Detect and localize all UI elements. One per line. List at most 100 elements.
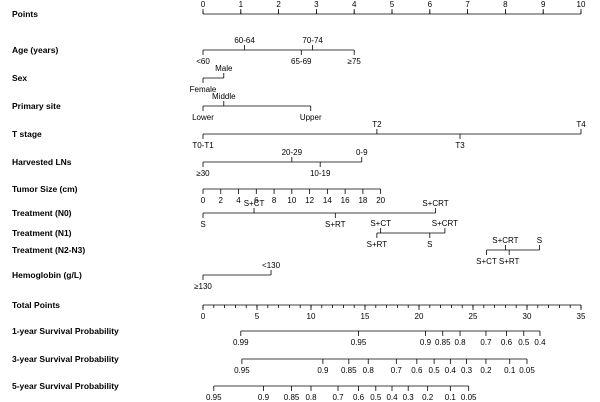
tick-label-0-4: 0.4 [386, 393, 398, 402]
tick-label-10-19: 10-19 [310, 169, 331, 178]
tick-label-0-85: 0.85 [284, 393, 300, 402]
tick-label-0-6: 0.6 [411, 366, 423, 375]
tick-label-8: 8 [272, 196, 277, 205]
tick-label-spluscrt: S+CRT [432, 219, 458, 228]
tick-label-5: 5 [390, 0, 395, 9]
row-treatment-n0: Treatment (N0) S S+CT S+RT S+CRT [12, 199, 449, 229]
row-primary-site: Primary site Lower Middle Upper [12, 92, 322, 122]
tick-label-0-2: 0.2 [422, 393, 434, 402]
tick-label-10: 10 [577, 0, 586, 9]
row-label-age-years: Age (years) [12, 45, 58, 55]
tick-label-0-9: 0.9 [258, 393, 270, 402]
tick-label-20: 20 [376, 196, 385, 205]
tick-label-ge75: ≥75 [348, 57, 362, 66]
tick-label-lt130: <130 [262, 261, 281, 270]
tick-label-0-5: 0.5 [429, 366, 441, 375]
tick-label-0-95: 0.95 [206, 393, 222, 402]
row-tumor-size-cm: Tumor Size (cm) 0 2 4 6 8 10 12 14 16 18 20 [12, 184, 386, 205]
tick-label-20-29: 20-29 [282, 148, 303, 157]
tick-label-0-5: 0.5 [370, 393, 382, 402]
tick-label-s: S [537, 236, 542, 245]
tick-label-0-2: 0.2 [480, 366, 492, 375]
tick-label-splusct: S+CT [244, 199, 265, 208]
tick-label-1: 1 [239, 0, 244, 9]
tick-label-2: 2 [219, 196, 224, 205]
tick-label-12: 12 [305, 196, 314, 205]
row-sex: Sex Female Male [12, 64, 233, 94]
tick-label-male: Male [215, 64, 233, 73]
tick-label-0: 0 [201, 312, 206, 321]
row-label-treatment-n1: Treatment (N1) [12, 228, 72, 238]
tick-label-5: 5 [255, 312, 260, 321]
row-treatment-n1: Treatment (N1) S+RT S+CT S S+CRT [12, 219, 458, 249]
tick-label-0-8: 0.8 [305, 393, 317, 402]
row-label-sex: Sex [12, 73, 27, 83]
tick-label-splusrt: S+RT [499, 257, 520, 266]
tick-label-t0-t1: T0-T1 [192, 141, 214, 150]
tick-label-6: 6 [428, 0, 433, 9]
tick-label-0-8: 0.8 [454, 338, 466, 347]
tick-label-2: 2 [276, 0, 281, 9]
tick-label-splusct: S+CT [476, 257, 497, 266]
tick-label-16: 16 [341, 196, 350, 205]
row-age-years: Age (years) <60 60-64 65-69 70-74 ≥75 [12, 36, 361, 66]
row-label-t-stage: T stage [12, 129, 42, 139]
tick-label-0-1: 0.1 [445, 393, 457, 402]
tick-label-splusrt: S+RT [367, 240, 388, 249]
row-label-total-points: Total Points [12, 300, 60, 310]
tick-label-15: 15 [361, 312, 370, 321]
tick-label-9: 9 [541, 0, 546, 9]
row-t-stage: T stage T0-T1 T2 T3 T4 [12, 120, 586, 150]
tick-label-s: S [427, 240, 432, 249]
tick-label-0-05: 0.05 [519, 366, 535, 375]
tick-label-6: 6 [254, 196, 259, 205]
tick-label-14: 14 [323, 196, 332, 205]
tick-label-0-99: 0.99 [233, 338, 249, 347]
tick-label-female: Female [190, 85, 217, 94]
row-label-points: Points [12, 9, 38, 19]
row-label-harvested-lns: Harvested LNs [12, 157, 72, 167]
row-label-hemoglobin-g-l: Hemoglobin (g/L) [12, 270, 82, 280]
tick-label-7: 7 [465, 0, 470, 9]
tick-label-0-4: 0.4 [534, 338, 546, 347]
row-5-year-survival-probability: 5-year Survival Probability 0.95 0.9 0.85 0.… [12, 381, 477, 402]
row-label-5-year-survival-probability: 5-year Survival Probability [12, 381, 119, 391]
tick-label-3: 3 [314, 0, 319, 9]
row-label-treatment-n2-n3: Treatment (N2-N3) [12, 245, 85, 255]
tick-label-0-7: 0.7 [332, 393, 344, 402]
tick-label-spluscrt: S+CRT [492, 236, 518, 245]
tick-label-0-95: 0.95 [234, 366, 250, 375]
tick-label-0-4: 0.4 [445, 366, 457, 375]
tick-label-20: 20 [415, 312, 424, 321]
tick-label-0-6: 0.6 [353, 393, 365, 402]
tick-label-middle: Middle [212, 92, 236, 101]
tick-label-35: 35 [577, 312, 586, 321]
row-total-points: Total Points 0 5 10 15 20 25 30 35 [12, 300, 586, 321]
row-label-primary-site: Primary site [12, 101, 61, 111]
row-label-1-year-survival-probability: 1-year Survival Probability [12, 326, 119, 336]
tick-label-t3: T3 [455, 141, 465, 150]
tick-label-0-7: 0.7 [480, 338, 492, 347]
tick-label-ge30: ≥30 [196, 169, 210, 178]
tick-label-0-9: 0.9 [420, 338, 432, 347]
row-points: Points 0 1 2 3 4 5 6 7 8 9 10 [12, 0, 586, 19]
row-3-year-survival-probability: 3-year Survival Probability 0.95 0.9 0.85 0.… [12, 354, 535, 375]
tick-label-10: 10 [307, 312, 316, 321]
row-hemoglobin-g-l: Hemoglobin (g/L) ≥130 <130 [12, 261, 281, 291]
tick-label-70-74: 70-74 [302, 36, 323, 45]
tick-label-10: 10 [287, 196, 296, 205]
tick-label-4: 4 [236, 196, 241, 205]
tick-label-30: 30 [523, 312, 532, 321]
tick-label-0-8: 0.8 [363, 366, 375, 375]
tick-label-0: 0 [201, 0, 206, 9]
tick-label-18: 18 [358, 196, 367, 205]
tick-label-0: 0 [201, 196, 206, 205]
tick-label-0-85: 0.85 [435, 338, 451, 347]
row-label-treatment-n0: Treatment (N0) [12, 208, 72, 218]
tick-label-60-64: 60-64 [234, 36, 255, 45]
tick-label-0-3: 0.3 [461, 366, 473, 375]
tick-label-0-5: 0.5 [518, 338, 530, 347]
tick-label-25: 25 [469, 312, 478, 321]
